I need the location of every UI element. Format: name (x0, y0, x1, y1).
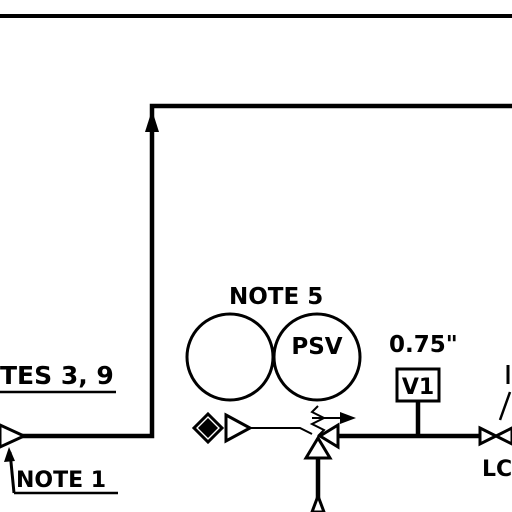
size-label: 0.75" (389, 332, 458, 358)
relief-valve-spring-icon (309, 405, 327, 437)
diamond-fill-icon (198, 418, 218, 438)
psv-label: PSV (291, 334, 342, 360)
v1-box (395, 367, 441, 403)
signal-line (250, 427, 313, 435)
lc-label: LC (482, 457, 512, 482)
note-1-leader-arrow (4, 447, 15, 462)
bottom-reducer-icon (310, 491, 326, 512)
gate-valve-right-icon (492, 426, 512, 446)
gate-valve-icon (478, 425, 500, 447)
flow-arrow-up (145, 110, 159, 132)
instrument-bubble-left (185, 312, 275, 402)
notes-3-9-label: TES 3, 9 (0, 361, 114, 390)
process-line-riser (22, 103, 512, 439)
lc-leader (498, 391, 512, 421)
v1-label: V1 (402, 375, 434, 400)
note-1-label: NOTE 1 (16, 468, 106, 493)
valve-stem-arrowhead (340, 412, 356, 424)
note-5-label: NOTE 5 (229, 284, 323, 310)
left-outlet-arrow-icon (0, 423, 28, 449)
instrument-bubble-psv (272, 312, 362, 402)
signal-triangle-icon (224, 412, 254, 444)
